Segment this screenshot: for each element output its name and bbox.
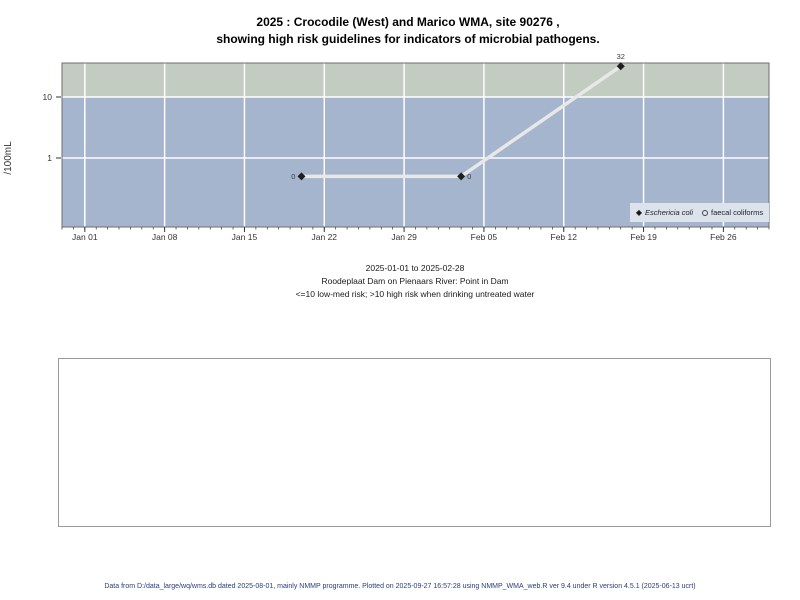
x-tick-label: Jan 22: [312, 232, 338, 242]
x-tick-label: Jan 29: [391, 232, 417, 242]
y-tick-label: 10: [43, 92, 53, 102]
y-axis-title: /100mL: [3, 141, 14, 175]
subtitle-date-range: 2025-01-01 to 2025-02-28: [365, 263, 465, 273]
subtitle-risk-guideline: <=10 low-med risk; >10 high risk when dr…: [295, 289, 535, 299]
data-point-label: 0: [291, 172, 295, 181]
x-tick-label: Jan 08: [152, 232, 178, 242]
x-tick-label: Feb 26: [710, 232, 737, 242]
data-point-diamond: [297, 172, 306, 181]
legend-label-faecal: faecal coliforms: [710, 208, 764, 217]
x-tick-label: Jan 15: [232, 232, 258, 242]
chart-title: 2025 : Crocodile (West) and Marico WMA, …: [16, 14, 800, 48]
chart-title-line2: showing high risk guidelines for indicat…: [216, 32, 600, 46]
chart-plot-area: Jan 01 Jan 08 Jan 15 Jan 22 Jan 29 Feb 05 Feb …: [3, 52, 770, 242]
circle-marker-icon: [701, 209, 708, 216]
x-tick-label: Feb 05: [471, 232, 498, 242]
chart-legend: ◆ Eschericia coli faecal coliforms: [630, 203, 769, 222]
legend-entry-faecal: faecal coliforms: [701, 208, 764, 217]
data-point-diamond: [616, 62, 625, 71]
empty-results-box: [58, 358, 771, 527]
high-risk-band: [62, 63, 769, 98]
x-tick-label: Jan 01: [72, 232, 98, 242]
x-tick-label: Feb 12: [551, 232, 578, 242]
chart-subtitle: 2025-01-01 to 2025-02-28 Roodeplaat Dam …: [30, 262, 800, 301]
data-point-label: 32: [617, 52, 625, 61]
chart-title-line1: 2025 : Crocodile (West) and Marico WMA, …: [256, 15, 560, 29]
subtitle-site-description: Roodeplaat Dam on Pienaars River: Point …: [321, 276, 509, 286]
y-tick-label: 1: [47, 153, 52, 163]
footer-provenance-text: Data from D:/data_large/wq/wms.db dated …: [104, 583, 696, 590]
legend-entry-ecoli: ◆ Eschericia coli: [636, 208, 693, 217]
x-tick-label: Feb 19: [630, 232, 657, 242]
data-point-diamond: [457, 172, 466, 181]
diamond-marker-icon: ◆: [635, 207, 643, 217]
data-point-label: 0: [467, 172, 471, 181]
legend-label-ecoli: Eschericia coli: [645, 208, 693, 217]
